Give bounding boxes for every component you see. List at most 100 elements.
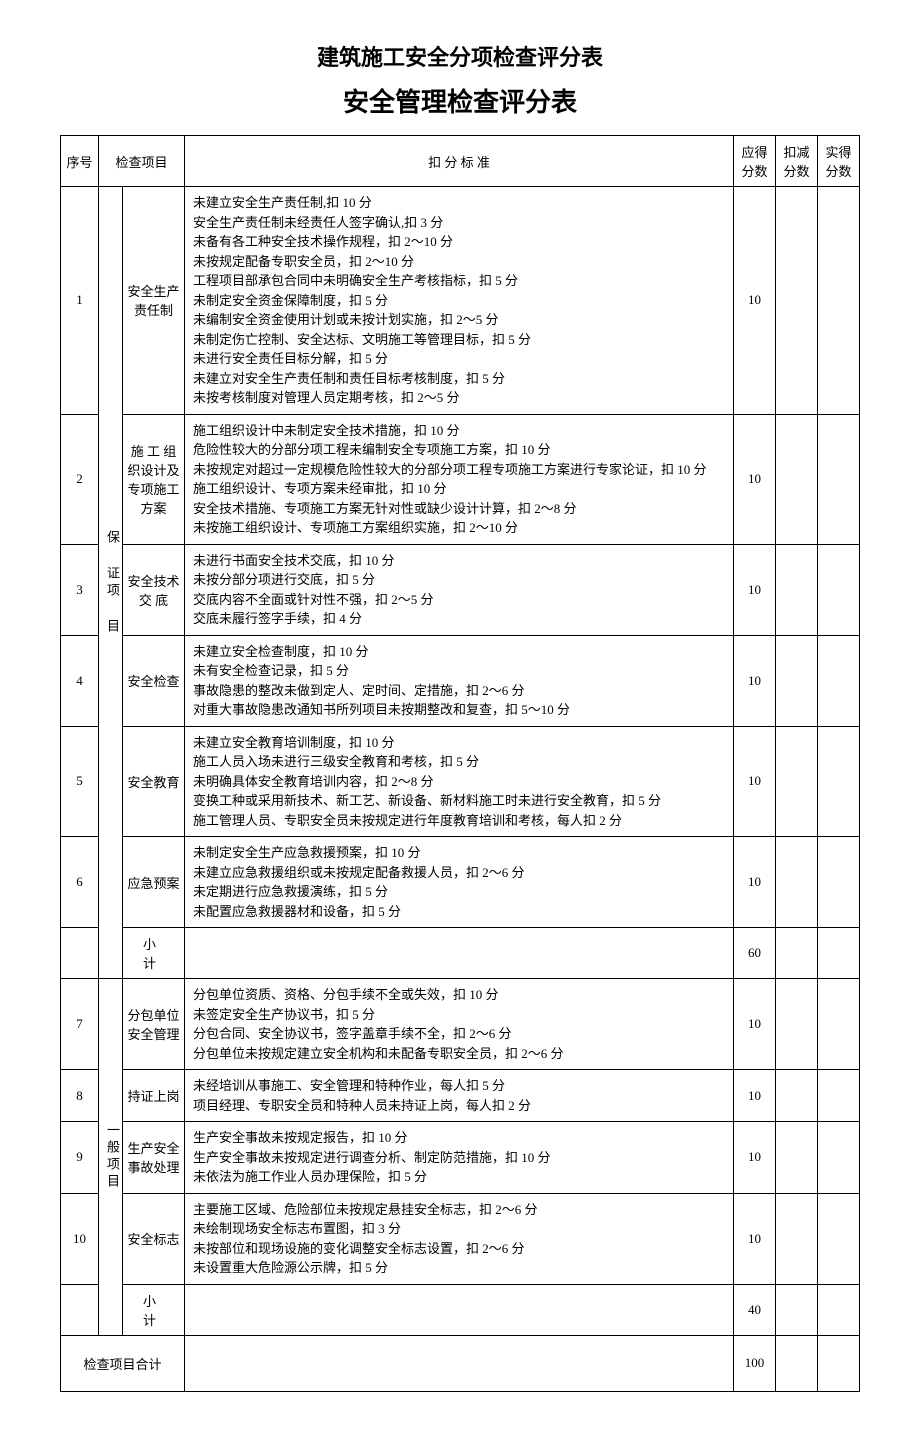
category-general: 一般项目 [99, 979, 123, 1336]
criteria-line: 工程项目部承包合同中未明确安全生产考核指标，扣 5 分 [193, 271, 725, 291]
subtotal-score: 60 [734, 928, 776, 979]
page-title-2: 安全管理检查评分表 [60, 82, 860, 119]
cell-criteria: 主要施工区域、危险部位未按规定悬挂安全标志，扣 2～6 分未绘制现场安全标志布置… [185, 1193, 734, 1284]
criteria-line: 项目经理、专职安全员和特种人员未持证上岗，每人扣 2 分 [193, 1096, 725, 1116]
table-row: 3 安全技术交 底 未进行书面安全技术交底，扣 10 分未按分部分项进行交底，扣… [61, 544, 860, 635]
table-body: 1 保 证项 目 安全生产责任制 未建立安全生产责任制,扣 10 分安全生产责任… [61, 187, 860, 1392]
cell-actual-score [818, 1284, 860, 1335]
criteria-line: 未按部位和现场设施的变化调整安全标志设置，扣 2～6 分 [193, 1239, 725, 1259]
cell-seq: 7 [61, 979, 99, 1070]
cell-item: 安全生产责任制 [123, 187, 185, 415]
subtotal-score: 40 [734, 1284, 776, 1335]
cell-criteria [185, 1335, 734, 1391]
table-row: 2 施 工 组织设计及专项施工方案 施工组织设计中未制定安全技术措施，扣 10 … [61, 414, 860, 544]
table-row: 7 一般项目 分包单位安全管理 分包单位资质、资格、分包手续不全或失效，扣 10… [61, 979, 860, 1070]
criteria-line: 交底未履行签字手续，扣 4 分 [193, 609, 725, 629]
cell-should-score: 10 [734, 1122, 776, 1194]
cell-should-score: 10 [734, 1070, 776, 1122]
cell-criteria: 未建立安全生产责任制,扣 10 分安全生产责任制未经责任人签字确认,扣 3 分未… [185, 187, 734, 415]
criteria-line: 未建立安全教育培训制度，扣 10 分 [193, 733, 725, 753]
cell-criteria: 生产安全事故未按规定报告，扣 10 分生产安全事故未按规定进行调查分析、制定防范… [185, 1122, 734, 1194]
criteria-line: 生产安全事故未按规定报告，扣 10 分 [193, 1128, 725, 1148]
cell-deduct-score [776, 1284, 818, 1335]
criteria-line: 未按规定对超过一定规模危险性较大的分部分项工程专项施工方案进行专家论证，扣 10… [193, 460, 725, 480]
table-row: 1 保 证项 目 安全生产责任制 未建立安全生产责任制,扣 10 分安全生产责任… [61, 187, 860, 415]
cell-item: 持证上岗 [123, 1070, 185, 1122]
cell-item: 生产安全事故处理 [123, 1122, 185, 1194]
subtotal-label: 小 计 [123, 1284, 185, 1335]
cell-deduct-score [776, 1335, 818, 1391]
table-row: 6 应急预案 未制定安全生产应急救援预案，扣 10 分未建立应急救援组织或未按规… [61, 837, 860, 928]
header-seq: 序号 [61, 136, 99, 187]
cell-seq: 5 [61, 726, 99, 837]
cell-item: 安全技术交 底 [123, 544, 185, 635]
criteria-line: 未绘制现场安全标志布置图，扣 3 分 [193, 1219, 725, 1239]
criteria-line: 未明确具体安全教育培训内容，扣 2～8 分 [193, 772, 725, 792]
criteria-line: 未配置应急救援器材和设备，扣 5 分 [193, 902, 725, 922]
header-actual: 实得分数 [818, 136, 860, 187]
table-row: 9 生产安全事故处理 生产安全事故未按规定报告，扣 10 分生产安全事故未按规定… [61, 1122, 860, 1194]
cell-seq: 4 [61, 635, 99, 726]
category-guarantee: 保 证项 目 [99, 187, 123, 979]
criteria-line: 对重大事故隐患改通知书所列项目未按期整改和复查，扣 5～10 分 [193, 700, 725, 720]
criteria-line: 未进行书面安全技术交底，扣 10 分 [193, 551, 725, 571]
criteria-line: 未设置重大危险源公示牌，扣 5 分 [193, 1258, 725, 1278]
cell-criteria: 未建立安全检查制度，扣 10 分未有安全检查记录，扣 5 分事故隐患的整改未做到… [185, 635, 734, 726]
cell-actual-score [818, 1335, 860, 1391]
score-table: 序号 检查项目 扣 分 标 准 应得分数 扣减分数 实得分数 1 保 证项 目 … [60, 135, 860, 1392]
criteria-line: 未签定安全生产协议书，扣 5 分 [193, 1005, 725, 1025]
criteria-line: 交底内容不全面或针对性不强，扣 2～5 分 [193, 590, 725, 610]
cell-actual-score [818, 544, 860, 635]
cell-item: 安全检查 [123, 635, 185, 726]
cell-seq [61, 928, 99, 979]
criteria-line: 施工管理人员、专职安全员未按规定进行年度教育培训和考核，每人扣 2 分 [193, 811, 725, 831]
cell-criteria [185, 928, 734, 979]
criteria-line: 危险性较大的分部分项工程未编制安全专项施工方案，扣 10 分 [193, 440, 725, 460]
table-header-row: 序号 检查项目 扣 分 标 准 应得分数 扣减分数 实得分数 [61, 136, 860, 187]
criteria-line: 未建立安全生产责任制,扣 10 分 [193, 193, 725, 213]
cell-seq: 1 [61, 187, 99, 415]
cell-actual-score [818, 187, 860, 415]
criteria-line: 分包单位未按规定建立安全机构和未配备专职安全员，扣 2～6 分 [193, 1044, 725, 1064]
criteria-line: 未建立对安全生产责任制和责任目标考核制度，扣 5 分 [193, 369, 725, 389]
cell-deduct-score [776, 187, 818, 415]
table-row: 8 持证上岗 未经培训从事施工、安全管理和特种作业，每人扣 5 分项目经理、专职… [61, 1070, 860, 1122]
criteria-line: 未备有各工种安全技术操作规程，扣 2～10 分 [193, 232, 725, 252]
cell-should-score: 10 [734, 635, 776, 726]
cell-seq: 9 [61, 1122, 99, 1194]
cell-deduct-score [776, 1122, 818, 1194]
total-label: 检查项目合计 [61, 1335, 185, 1391]
table-row: 5 安全教育 未建立安全教育培训制度，扣 10 分施工人员入场未进行三级安全教育… [61, 726, 860, 837]
criteria-line: 安全技术措施、专项施工方案无针对性或缺少设计计算，扣 2～8 分 [193, 499, 725, 519]
cell-item: 安全教育 [123, 726, 185, 837]
criteria-line: 分包合同、安全协议书，签字盖章手续不全，扣 2～6 分 [193, 1024, 725, 1044]
criteria-line: 未按考核制度对管理人员定期考核，扣 2～5 分 [193, 388, 725, 408]
cell-seq: 6 [61, 837, 99, 928]
criteria-line: 未制定安全生产应急救援预案，扣 10 分 [193, 843, 725, 863]
cell-seq [61, 1284, 99, 1335]
cell-should-score: 10 [734, 187, 776, 415]
cell-criteria: 未建立安全教育培训制度，扣 10 分施工人员入场未进行三级安全教育和考核，扣 5… [185, 726, 734, 837]
cell-actual-score [818, 928, 860, 979]
criteria-line: 未制定安全资金保障制度，扣 5 分 [193, 291, 725, 311]
cell-deduct-score [776, 928, 818, 979]
criteria-line: 未建立应急救援组织或未按规定配备救援人员，扣 2～6 分 [193, 863, 725, 883]
criteria-line: 未按分部分项进行交底，扣 5 分 [193, 570, 725, 590]
header-deduct: 扣减分数 [776, 136, 818, 187]
cell-should-score: 10 [734, 1193, 776, 1284]
cell-deduct-score [776, 1070, 818, 1122]
cell-seq: 10 [61, 1193, 99, 1284]
criteria-line: 未有安全检查记录，扣 5 分 [193, 661, 725, 681]
table-row: 10 安全标志 主要施工区域、危险部位未按规定悬挂安全标志，扣 2～6 分未绘制… [61, 1193, 860, 1284]
criteria-line: 生产安全事故未按规定进行调查分析、制定防范措施，扣 10 分 [193, 1148, 725, 1168]
criteria-line: 主要施工区域、危险部位未按规定悬挂安全标志，扣 2～6 分 [193, 1200, 725, 1220]
cell-deduct-score [776, 837, 818, 928]
criteria-line: 事故隐患的整改未做到定人、定时间、定措施，扣 2～6 分 [193, 681, 725, 701]
criteria-line: 施工组织设计中未制定安全技术措施，扣 10 分 [193, 421, 725, 441]
cell-criteria: 未经培训从事施工、安全管理和特种作业，每人扣 5 分项目经理、专职安全员和特种人… [185, 1070, 734, 1122]
criteria-line: 施工组织设计、专项方案未经审批，扣 10 分 [193, 479, 725, 499]
criteria-line: 未定期进行应急救援演练，扣 5 分 [193, 882, 725, 902]
criteria-line: 未经培训从事施工、安全管理和特种作业，每人扣 5 分 [193, 1076, 725, 1096]
cell-deduct-score [776, 414, 818, 544]
header-should: 应得分数 [734, 136, 776, 187]
